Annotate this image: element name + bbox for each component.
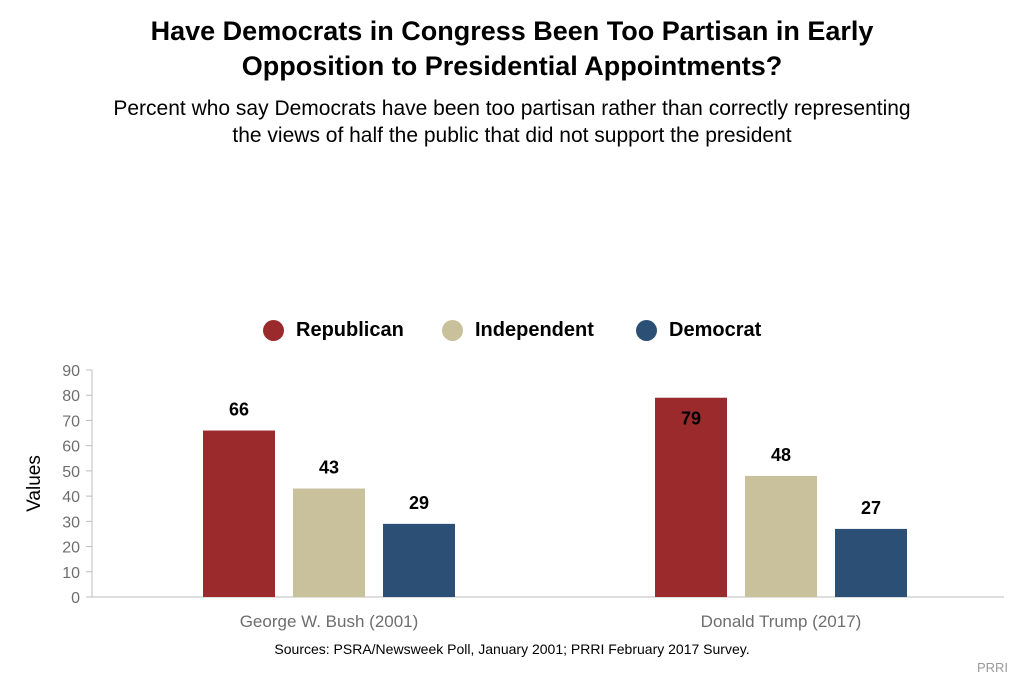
chart-legend: Republican Independent Democrat [0,316,1024,344]
legend-item-democrat: Democrat [636,316,761,344]
chart-sources: Sources: PSRA/Newsweek Poll, January 200… [274,641,750,657]
chart-subtitle: Percent who say Democrats have been too … [0,95,1024,149]
legend-label-republican: Republican [296,318,404,341]
y-tick-label: 80 [62,388,80,405]
bar-independent-1 [745,475,817,597]
bar-democrat-0 [383,523,455,597]
data-label-republican-0: 66 [229,400,249,420]
y-tick-label: 70 [62,413,80,430]
y-tick-label: 40 [62,489,80,506]
x-category-label: Donald Trump (2017) [701,612,862,631]
y-tick-label: 90 [62,363,80,380]
x-category-label: George W. Bush (2001) [240,612,419,631]
bar-republican-0 [203,430,275,597]
chart-subtitle-line-2: the views of half the public that did no… [232,124,792,147]
legend-item-independent: Independent [442,316,594,344]
y-tick-label: 60 [62,439,80,456]
chart-subtitle-line-1: Percent who say Democrats have been too … [113,97,911,120]
legend-label-democrat: Democrat [669,318,762,341]
data-label-democrat-0: 29 [409,493,429,513]
data-label-democrat-1: 27 [861,498,881,518]
y-tick-label: 50 [62,464,80,481]
data-label-independent-0: 43 [319,458,339,478]
legend-dot-independent [442,319,463,341]
legend-item-republican: Republican [263,316,404,344]
y-axis-title: Values [24,455,45,512]
y-tick-label: 10 [62,565,80,582]
chart-title: Have Democrats in Congress Been Too Part… [0,14,1024,84]
bar-democrat-1 [835,528,907,597]
chart-title-line-1: Have Democrats in Congress Been Too Part… [150,16,874,46]
legend-dot-republican [263,319,284,341]
legend-dot-democrat [636,319,657,341]
data-label-independent-1: 48 [771,445,791,465]
y-tick-label: 20 [62,540,80,557]
bar-republican-1 [655,397,727,597]
y-tick-label: 30 [62,514,80,531]
bar-independent-0 [293,488,365,597]
data-label-republican-1: 79 [681,409,701,429]
chart-credit: PRRI [976,660,1008,675]
y-tick-label: 0 [71,590,80,607]
chart-title-line-2: Opposition to Presidential Appointments? [241,51,783,81]
legend-label-independent: Independent [475,318,594,341]
